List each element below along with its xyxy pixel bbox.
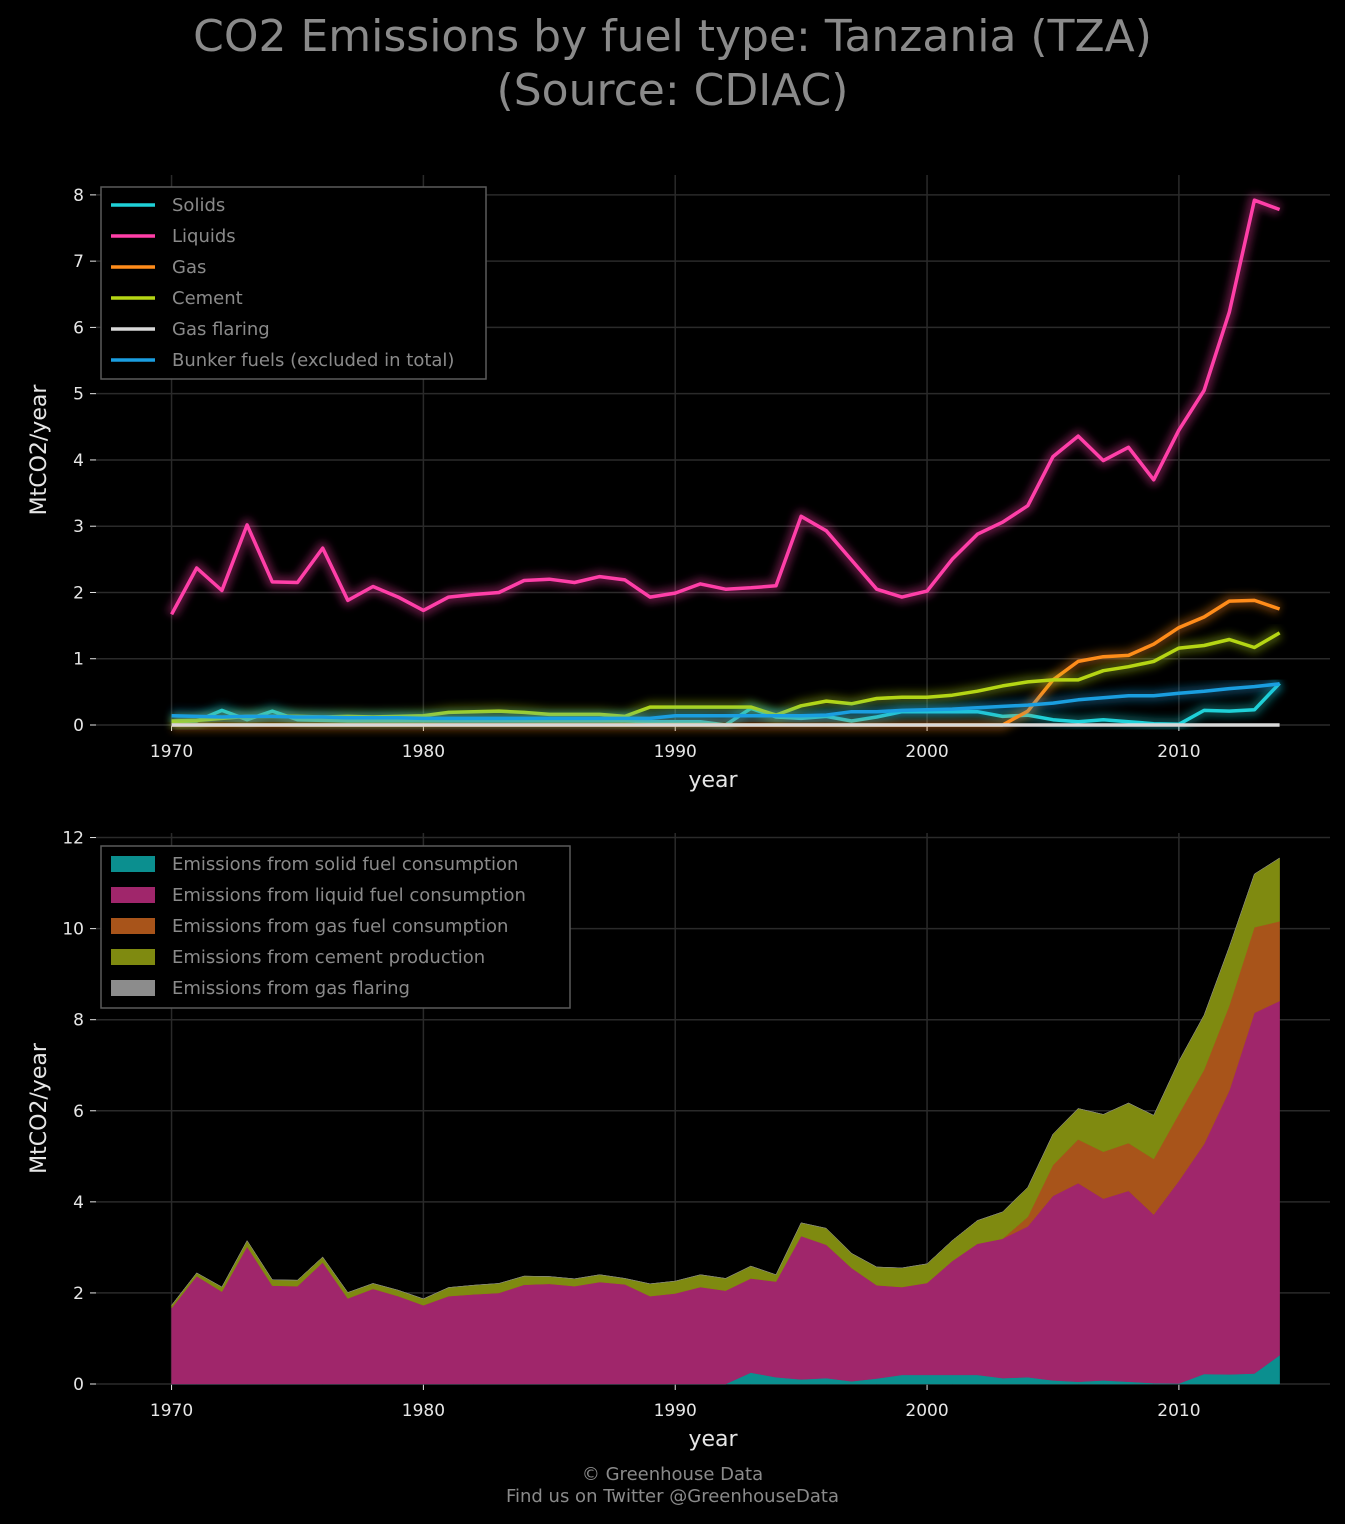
y-tick-label: 0 xyxy=(73,1375,84,1395)
y-tick-label: 8 xyxy=(73,186,84,206)
y-tick-label: 12 xyxy=(62,829,84,849)
legend-swatch-emissions-from-gas-fuel-consumption xyxy=(111,918,155,934)
y-tick-label: 6 xyxy=(73,1102,84,1122)
legend-label-cement: Cement xyxy=(172,288,243,309)
legend-label-emissions-from-gas-flaring: Emissions from gas flaring xyxy=(172,978,410,999)
legend-swatch-emissions-from-liquid-fuel-consumption xyxy=(111,887,155,903)
chart-canvas: 1970 1980 1990 2000 2010012345678yearMtCO2/y… xyxy=(27,175,1330,1452)
line-chart-panel: 1970 1980 1990 2000 2010 0 1 2 3 4 5 6 7 8 year MtCO2/y… xyxy=(27,175,1330,793)
legend-label-liquids: Liquids xyxy=(172,226,236,247)
legend-swatch-emissions-from-cement-production xyxy=(111,949,155,965)
y-axis-label: MtCO2/year xyxy=(27,1042,52,1174)
legend-label-emissions-from-solid-fuel-consumption: Emissions from solid fuel consumption xyxy=(172,854,518,875)
footer-twitter: Find us on Twitter @GreenhouseData xyxy=(505,1486,840,1507)
x-tick-label: 2010 xyxy=(1157,1401,1200,1421)
y-tick-label: 0 xyxy=(73,716,84,736)
legend-frame xyxy=(100,845,571,1009)
x-tick-label: 1990 xyxy=(654,742,697,762)
y-tick-label: 4 xyxy=(73,451,84,471)
x-axis-label: year xyxy=(688,768,738,793)
x-tick-label: 2000 xyxy=(905,742,948,762)
x-tick-label: 1990 xyxy=(654,1401,697,1421)
legend-label-gas: Gas xyxy=(172,257,206,278)
legend-label-emissions-from-gas-fuel-consumption: Emissions from gas fuel consumption xyxy=(172,916,508,937)
title-line-1: CO2 Emissions by fuel type: Tanzania (TZ… xyxy=(193,11,1152,62)
legend: Solids Liquids Gas Cement Gas flaring Bunker … xyxy=(100,186,487,380)
legend-swatch-emissions-from-gas-flaring xyxy=(111,980,155,996)
stacked-area-chart-panel: 1970 1980 1990 2000 2010 0 2 4 6 8 10 12 year MtCO2/y… xyxy=(27,829,1330,1452)
legend-label-emissions-from-cement-production: Emissions from cement production xyxy=(172,947,485,968)
footer-copyright: © Greenhouse Data xyxy=(581,1464,764,1485)
y-tick-label: 8 xyxy=(73,1011,84,1031)
x-tick-label: 2010 xyxy=(1157,742,1200,762)
legend-label-gas-flaring: Gas flaring xyxy=(172,319,270,340)
title-line-2: (Source: CDIAC) xyxy=(496,65,849,116)
legend-swatch-emissions-from-solid-fuel-consumption xyxy=(111,856,155,872)
legend-label-emissions-from-liquid-fuel-consumption: Emissions from liquid fuel consumption xyxy=(172,885,526,906)
y-tick-label: 10 xyxy=(62,920,84,940)
legend-frame xyxy=(100,186,487,380)
y-tick-label: 5 xyxy=(73,385,84,405)
legend: Emissions from solid fuel consumption Emi… xyxy=(100,845,571,1009)
series-line-cement xyxy=(171,631,1281,723)
y-tick-label: 7 xyxy=(73,252,84,272)
page-title: CO2 Emissions by fuel type: Tanzania (TZ… xyxy=(0,10,1345,118)
area-emissions-from-gas-flaring xyxy=(171,857,1280,1306)
x-tick-label: 1980 xyxy=(402,742,445,762)
y-tick-label: 2 xyxy=(73,1284,84,1304)
x-axis-label: year xyxy=(688,1427,738,1452)
x-tick-label: 2000 xyxy=(905,1401,948,1421)
y-tick-label: 1 xyxy=(73,650,84,670)
series-line-bunker-fuels-excluded-in-total xyxy=(171,682,1280,721)
legend-label-bunker-fuels-excluded-in-total: Bunker fuels (excluded in total) xyxy=(172,350,454,371)
legend-label-solids: Solids xyxy=(172,195,225,216)
footer: © Greenhouse Data Find us on Twitter @Gr… xyxy=(0,1464,1345,1508)
x-tick-label: 1970 xyxy=(150,1401,193,1421)
y-tick-label: 3 xyxy=(73,517,84,537)
series-line-liquids xyxy=(170,198,1281,616)
y-tick-label: 6 xyxy=(73,318,84,338)
y-axis-label: MtCO2/year xyxy=(27,384,52,516)
y-tick-label: 4 xyxy=(73,1193,84,1213)
y-tick-label: 2 xyxy=(73,583,84,603)
x-tick-label: 1970 xyxy=(150,742,193,762)
x-tick-label: 1980 xyxy=(402,1401,445,1421)
